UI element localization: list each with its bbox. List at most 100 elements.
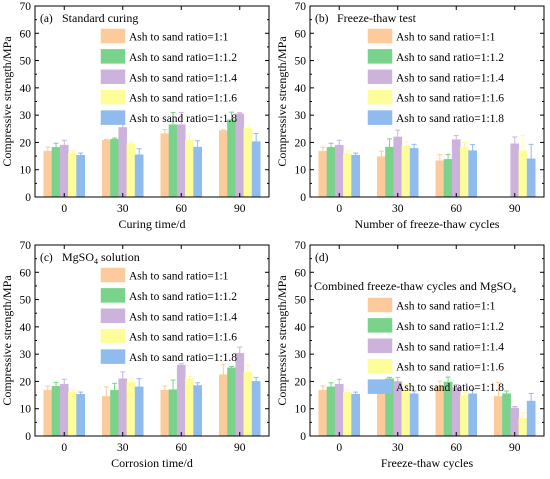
bar [334, 144, 344, 198]
legend-swatch [100, 110, 126, 125]
bar [160, 133, 170, 198]
x-tick-label: 60 [176, 203, 188, 215]
legend-label: Ash to sand ratio=1:1.2 [129, 291, 237, 303]
legend-swatch [367, 89, 393, 105]
legend-label: Ash to sand ratio=1:1.6 [129, 332, 237, 344]
bar [235, 353, 245, 437]
legend: Ash to sand ratio=1:1 Ash to sand ratio=1… [100, 28, 237, 125]
bar [351, 394, 360, 437]
x-tick-label: 0 [61, 442, 67, 454]
chart-panel-1: 0 10 20 30 40 50 60 70 0 30 60 90 Curing time/d Compr… [0, 1, 270, 231]
legend-swatch [367, 28, 393, 44]
legend-swatch [367, 110, 393, 125]
legend-label: Ash to sand ratio=1:1.4 [396, 72, 504, 84]
y-tick-label: 20 [20, 137, 32, 149]
y-tick-label: 0 [25, 431, 31, 443]
legend: Ash to sand ratio=1:1 Ash to sand ratio=1… [367, 28, 504, 125]
bar [451, 139, 461, 198]
legend-label: Ash to sand ratio=1:1.4 [396, 341, 504, 353]
bar [393, 136, 403, 198]
y-tick-label: 50 [20, 56, 32, 68]
chart-title-subscript: 4 [512, 286, 516, 295]
legend: Ash to sand ratio=1:1 Ash to sand ratio=1… [100, 267, 237, 364]
bar [351, 155, 360, 198]
bar [318, 150, 328, 198]
y-tick-label: 40 [20, 83, 32, 95]
bar [318, 389, 328, 437]
legend-swatch [100, 328, 126, 344]
legend-label: Ash to sand ratio=1:1.4 [129, 311, 237, 323]
legend-swatch [100, 288, 126, 303]
y-axis-label: Compressive strength/MPa [0, 36, 14, 167]
bar [251, 381, 261, 437]
y-tick-label: 50 [295, 295, 307, 307]
bar [243, 127, 253, 198]
legend-label: Ash to sand ratio=1:1.8 [129, 113, 237, 125]
x-tick-label: 0 [61, 203, 67, 215]
y-tick-label: 40 [295, 83, 307, 95]
x-tick-label: 30 [392, 442, 404, 454]
x-tick-label: 90 [234, 442, 246, 454]
chart-title-main: MgSO [62, 250, 94, 264]
x-tick-label: 60 [451, 442, 463, 454]
bar [126, 143, 136, 198]
legend-swatch [100, 49, 126, 64]
legend-label: Ash to sand ratio=1:1.2 [129, 52, 237, 64]
x-tick-label: 90 [234, 203, 246, 215]
x-axis-label: Curing time/d [119, 217, 186, 231]
y-tick-label: 0 [300, 431, 306, 443]
y-tick-label: 40 [20, 322, 32, 334]
legend-swatch [100, 89, 126, 105]
bar [510, 407, 520, 437]
y-tick-label: 60 [20, 267, 32, 279]
bar [110, 138, 119, 198]
bar [468, 393, 477, 437]
bar [59, 383, 69, 437]
x-axis-label: Corrosion time/d [111, 456, 193, 470]
bar [326, 147, 336, 198]
bar [126, 381, 136, 437]
y-tick-label: 60 [295, 28, 307, 40]
bar [343, 392, 352, 437]
legend-swatch [367, 358, 393, 374]
x-tick-label: 30 [117, 442, 129, 454]
chart-title: MgSO4 solution [62, 250, 140, 266]
y-tick-label: 10 [295, 404, 307, 416]
y-axis-label: Compressive strength/MPa [275, 36, 289, 167]
chart-title-main: Combined freeze-thaw cycles and MgSO [314, 279, 512, 293]
bar [243, 371, 253, 437]
legend-swatch [100, 308, 126, 324]
y-axis-label: Compressive strength/MPa [275, 275, 289, 406]
bar [235, 113, 245, 198]
y-tick-label: 70 [295, 240, 307, 252]
y-tick-label: 60 [295, 267, 307, 279]
legend-label: Ash to sand ratio=1:1 [129, 32, 229, 44]
legend-swatch [100, 28, 126, 44]
y-tick-label: 10 [295, 165, 307, 177]
bar [326, 386, 336, 437]
chart-panel-2: 0 10 20 30 40 50 60 70 0 30 60 90 Number of freeze-t… [275, 1, 545, 231]
bar [102, 139, 111, 198]
y-tick-label: 60 [20, 28, 32, 40]
legend-label: Ash to sand ratio=1:1.8 [129, 352, 237, 364]
y-tick-label: 20 [295, 376, 307, 388]
x-tick-label: 90 [509, 203, 521, 215]
x-tick-label: 60 [451, 203, 463, 215]
legend-swatch [100, 267, 126, 283]
bar [443, 159, 453, 198]
y-tick-label: 70 [295, 1, 307, 13]
bar [59, 144, 69, 198]
bar [68, 153, 77, 198]
y-tick-label: 70 [20, 1, 32, 13]
y-tick-label: 10 [20, 404, 32, 416]
bar [68, 392, 77, 437]
y-tick-label: 40 [295, 322, 307, 334]
bar [502, 393, 511, 437]
y-tick-label: 10 [20, 165, 32, 177]
legend-label: Ash to sand ratio=1:1 [129, 271, 229, 283]
chart-title-tail: solution [98, 250, 140, 264]
chart-title: Standard curing [62, 11, 138, 25]
x-tick-label: 30 [117, 203, 129, 215]
legend-label: Ash to sand ratio=1:1.6 [396, 362, 504, 374]
y-tick-label: 20 [20, 376, 32, 388]
